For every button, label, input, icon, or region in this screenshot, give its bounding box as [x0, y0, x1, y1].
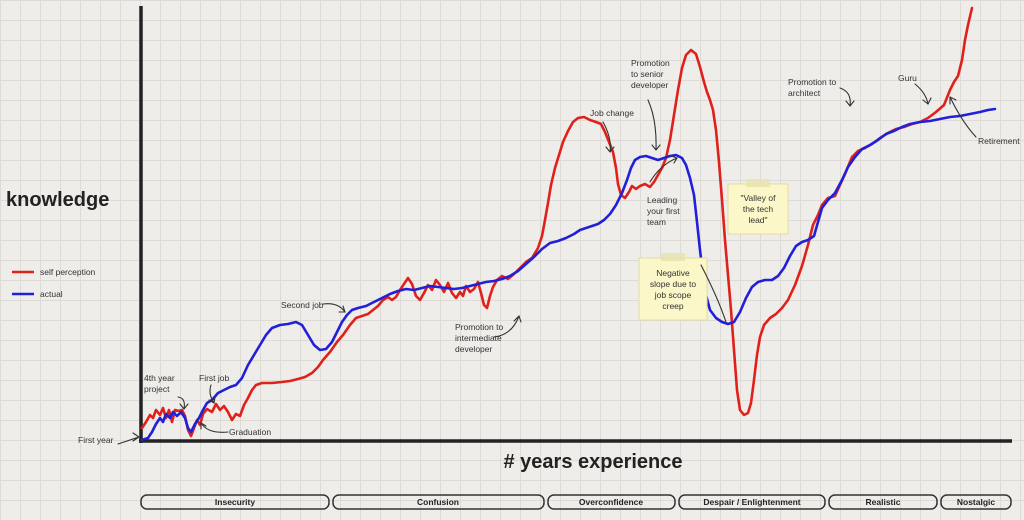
label-leading-team-3: team [647, 217, 666, 227]
legend-label-self-perception: self perception [40, 267, 96, 277]
arrow-first-job [208, 384, 216, 404]
label-fourth-year-1: 4th year [144, 373, 175, 383]
note-negative-slope-line-4: creep [662, 301, 684, 311]
label-promotion-architect-1: Promotion to [788, 77, 836, 87]
arrow-leading-team [649, 155, 678, 183]
label-promotion-intermediate-3: developer [455, 344, 493, 354]
y-axis-label: knowledge [6, 189, 109, 211]
phase-label-overconfidence: Overconfidence [579, 497, 644, 507]
arrow-guru [914, 83, 932, 105]
label-leading-team-1: Leading [647, 195, 678, 205]
note-valley-line-2: the tech [743, 204, 774, 214]
legend-label-actual: actual [40, 289, 63, 299]
label-promotion-senior-2: to senior [631, 69, 664, 79]
phase-insecurity [140, 494, 330, 510]
arrow-promotion-intermediate [493, 314, 522, 338]
phase-overconfidence [547, 494, 676, 510]
phase-label-realistic: Realistic [866, 497, 901, 507]
note-negative-slope-line-1: Negative [656, 268, 690, 278]
phase-label-despair-enlightenment: Despair / Enlightenment [703, 497, 800, 507]
label-promotion-senior-3: developer [631, 80, 669, 90]
phase-label-confusion: Confusion [417, 497, 459, 507]
label-promotion-architect-2: architect [788, 88, 821, 98]
phase-label-insecurity: Insecurity [215, 497, 255, 507]
note-valley-tech-lead: "Valley of the tech lead" [727, 179, 789, 235]
phase-label-nostalgic: Nostalgic [957, 497, 996, 507]
label-promotion-intermediate-2: intermediate [455, 333, 502, 343]
phase-nostalgic [940, 494, 1012, 510]
note-negative-slope-line-2: slope due to [650, 279, 697, 289]
phase-realistic [828, 494, 938, 510]
label-guru: Guru [898, 73, 917, 83]
note-valley-line-3: lead" [748, 215, 767, 225]
arrow-promotion-architect [839, 87, 855, 107]
label-retirement: Retirement [978, 136, 1020, 146]
label-job-change: Job change [590, 108, 634, 118]
legend: self perception actual [12, 267, 96, 299]
self-perception-curve [140, 6, 974, 438]
label-second-job: Second job [281, 300, 324, 310]
phase-despair-enlightenment [678, 494, 826, 510]
label-promotion-senior-1: Promotion [631, 58, 670, 68]
label-promotion-intermediate-1: Promotion to [455, 322, 503, 332]
arrow-promotion-senior [647, 99, 661, 151]
x-axis-label: # years experience [503, 451, 682, 473]
label-first-year: First year [78, 435, 114, 445]
arrow-graduation [200, 422, 229, 433]
arrow-second-job [322, 303, 346, 313]
arrow-retirement [949, 96, 977, 138]
label-leading-team-2: your first [647, 206, 680, 216]
note-valley-line-1: "Valley of [741, 193, 777, 203]
arrow-job-change [602, 121, 615, 153]
arrow-fourth-year [177, 396, 189, 410]
note-negative-slope-line-3: job scope [654, 290, 692, 300]
actual-curve [140, 107, 997, 442]
phase-bar: Insecurity Confusion Overconfidence Desp… [140, 494, 1012, 510]
label-first-job: First job [199, 373, 230, 383]
note-negative-slope: Negative slope due to job scope creep [638, 253, 727, 323]
label-fourth-year-2: project [144, 384, 170, 394]
arrow-first-year [117, 432, 140, 445]
phase-confusion [332, 494, 545, 510]
label-graduation: Graduation [229, 427, 271, 437]
